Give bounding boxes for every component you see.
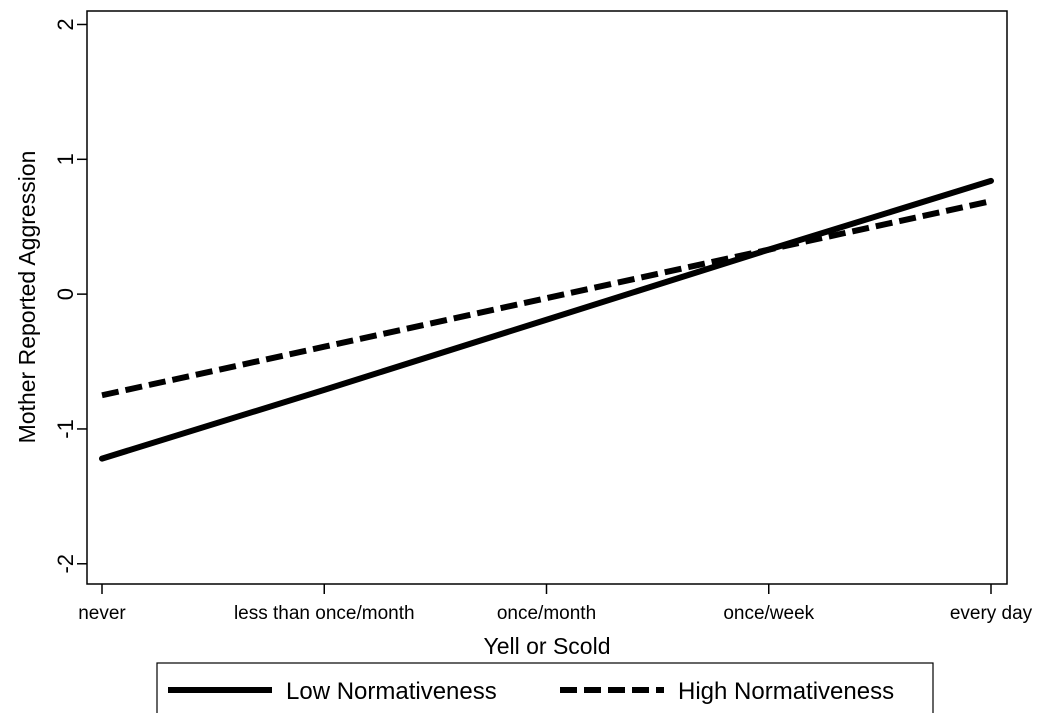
x-axis-ticks: never less than once/month once/month once/… xyxy=(78,584,1033,624)
y-tick-label: 0 xyxy=(53,288,78,300)
x-tick-label: less than once/month xyxy=(234,603,415,624)
legend-label-high-normativeness: High Normativeness xyxy=(678,678,894,705)
plot-area-frame xyxy=(86,10,1008,585)
x-tick-label: every day xyxy=(950,603,1033,624)
x-tick-label: never xyxy=(78,603,126,624)
series-line-high-normativeness xyxy=(101,198,992,399)
legend-label-low-normativeness: Low Normativeness xyxy=(286,678,497,705)
series-lines xyxy=(99,177,994,462)
x-tick-label: once/week xyxy=(723,603,814,624)
y-tick-label: 1 xyxy=(53,153,78,165)
y-tick-label: -2 xyxy=(53,554,78,574)
legend-frame xyxy=(156,662,934,718)
x-axis-label: Yell or Scold xyxy=(483,633,610,659)
y-axis-label: Mother Reported Aggression xyxy=(14,151,40,444)
y-tick-label: -1 xyxy=(53,419,78,439)
y-axis-ticks: -2 -1 0 1 2 xyxy=(53,18,87,574)
x-tick-label: once/month xyxy=(497,603,596,624)
y-tick-label: 2 xyxy=(53,18,78,30)
series-line-low-normativeness xyxy=(99,177,994,462)
legend: Low Normativeness High Normativeness xyxy=(156,662,934,718)
